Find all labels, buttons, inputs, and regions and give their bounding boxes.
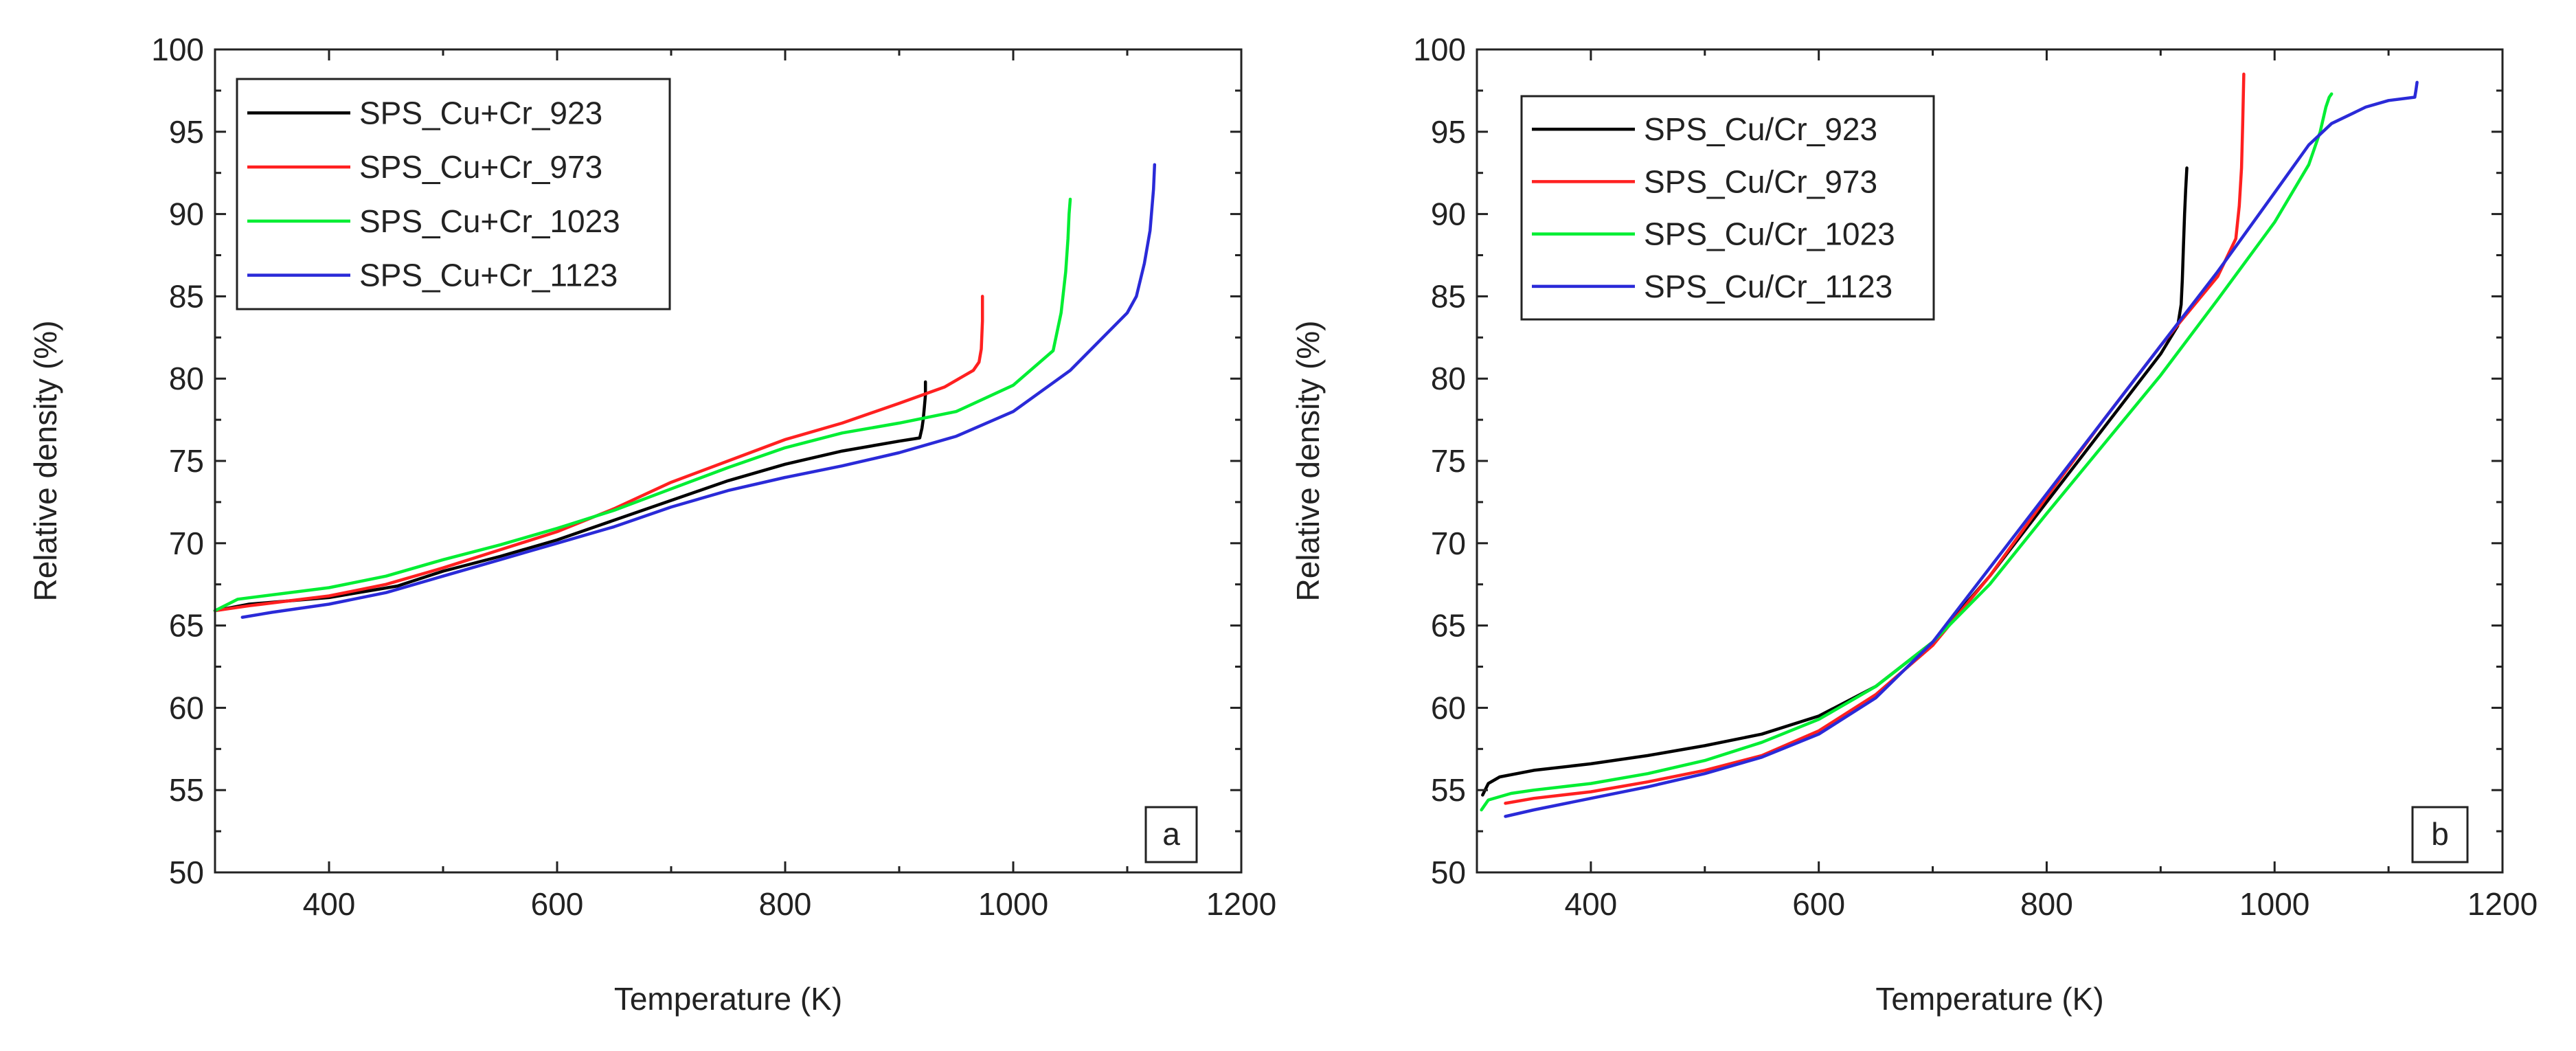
y-tick-label: 50 [1431, 855, 1466, 890]
series-group [1480, 72, 2419, 818]
chart-panel-a: 400 600 800 1000 1200 50 55 60 65 70 75 80 85 90 95 100… [27, 32, 1276, 1017]
y-tick-label: 65 [169, 608, 204, 644]
series-line-sps-cu-cr-973 [213, 295, 984, 613]
y-tick-label: 90 [1431, 196, 1466, 232]
y-tick-label: 60 [1431, 690, 1466, 725]
legend-entry-label: SPS_Cu/Cr_973 [1644, 163, 1877, 199]
y-tick-label: 70 [1431, 526, 1466, 561]
x-tick-label: 800 [759, 886, 812, 922]
series-line-sps-cu-cr-923 [213, 380, 927, 613]
series-line-sps-cu-cr-1023 [213, 197, 1072, 613]
legend-entry-label: SPS_Cu+Cr_923 [359, 95, 602, 131]
x-tick-label: 800 [2020, 886, 2073, 922]
legend-entry-label: SPS_Cu+Cr_973 [359, 149, 602, 185]
x-axis-title: Temperature (K) [1875, 981, 2103, 1017]
y-tick-label: 80 [169, 361, 204, 396]
y-axis-title: Relative density (%) [1290, 320, 1326, 601]
panel-label: b [2431, 816, 2449, 852]
x-tick-label: 400 [1565, 886, 1618, 922]
legend: SPS_Cu/Cr_923 SPS_Cu/Cr_973 SPS_Cu/Cr_1023… [1520, 95, 1935, 321]
legend-box [1520, 95, 1935, 321]
legend-entry-label: SPS_Cu+Cr_1023 [359, 203, 620, 239]
y-tick-label: 75 [1431, 443, 1466, 479]
y-tick-label: 75 [169, 443, 204, 479]
legend: SPS_Cu+Cr_923 SPS_Cu+Cr_973 SPS_Cu+Cr_1023… [236, 78, 671, 310]
y-tick-label: 100 [1413, 32, 1466, 67]
y-tick-label: 65 [1431, 608, 1466, 644]
y-tick-label: 80 [1431, 361, 1466, 396]
series-line-sps-cu-cr-1123 [240, 163, 1157, 619]
x-tick-label: 400 [303, 886, 356, 922]
series-line-sps-cu-cr-1123 [1504, 80, 2419, 818]
x-tick-label: 600 [531, 886, 584, 922]
y-tick-label: 95 [169, 114, 204, 150]
x-tick-label: 1200 [2467, 886, 2538, 922]
legend-entry-label: SPS_Cu/Cr_923 [1644, 111, 1877, 147]
legend-entry-label: SPS_Cu/Cr_1123 [1644, 269, 1893, 304]
x-tick-label: 1000 [2239, 886, 2309, 922]
x-tick-label: 1200 [1206, 886, 1276, 922]
x-tick-label: 600 [1792, 886, 1845, 922]
x-axis-title: Temperature (K) [614, 981, 842, 1017]
y-tick-label: 55 [1431, 772, 1466, 808]
legend-entry-label: SPS_Cu+Cr_1123 [359, 258, 618, 293]
panel-label: a [1162, 816, 1180, 852]
chart-panel-b: 400 600 800 1000 1200 50 55 60 65 70 75 80 85 90 95 100… [1290, 32, 2538, 1017]
panel-label-box [2411, 806, 2469, 863]
y-tick-label: 100 [151, 32, 204, 67]
y-tick-label: 85 [169, 278, 204, 314]
y-tick-label: 50 [169, 855, 204, 890]
y-tick-label: 55 [169, 772, 204, 808]
x-tick-label: 1000 [978, 886, 1048, 922]
y-tick-label: 85 [1431, 278, 1466, 314]
panel-label-box [1144, 806, 1198, 863]
y-tick-label: 95 [1431, 114, 1466, 150]
y-tick-label: 60 [169, 690, 204, 725]
y-tick-label: 90 [169, 196, 204, 232]
series-group [213, 163, 1157, 619]
series-line-sps-cu-cr-1023 [1480, 92, 2334, 812]
series-line-sps-cu-cr-973 [1504, 72, 2246, 805]
legend-box [236, 78, 671, 310]
y-axis-title: Relative density (%) [27, 320, 63, 601]
y-tick-label: 70 [169, 526, 204, 561]
legend-entry-label: SPS_Cu/Cr_1023 [1644, 216, 1895, 252]
